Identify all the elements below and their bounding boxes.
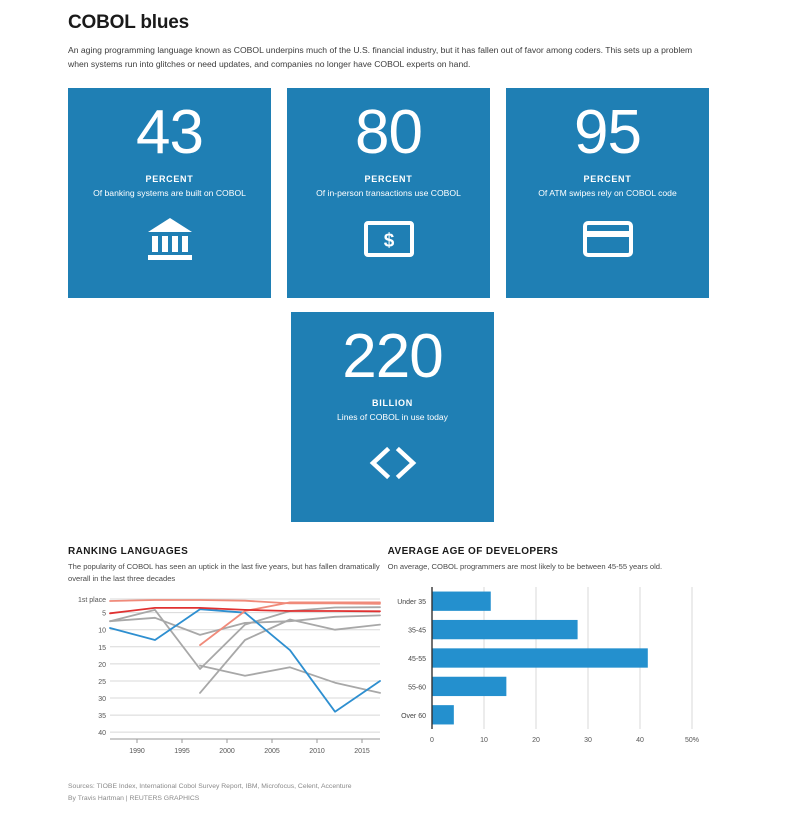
stat-value: 95: [574, 98, 642, 168]
bar: [431, 591, 491, 611]
line-series: [109, 606, 381, 670]
stat-unit: PERCENT: [145, 174, 194, 185]
y-axis-tick-label: 15: [98, 645, 106, 652]
footer-byline: By Travis Hartman | REUTERS GRAPHICS: [68, 795, 200, 803]
y-axis-tick-label: 20: [98, 662, 106, 669]
x-axis-tick-label: 2000: [219, 748, 235, 755]
bank-icon: [147, 216, 193, 262]
stat-unit: PERCENT: [583, 174, 632, 185]
stat-unit: BILLION: [372, 398, 413, 409]
svg-text:$: $: [383, 230, 394, 251]
stat-description: Of in-person transactions use COBOL: [316, 188, 461, 199]
bar-category-label: Over 60: [401, 713, 426, 720]
stat-card-transactions: 80 PERCENT Of in-person transactions use…: [287, 88, 490, 299]
stat-value: 80: [355, 98, 423, 168]
y-axis-tick-label: 25: [98, 679, 106, 686]
stat-description: Lines of COBOL in use today: [337, 412, 448, 423]
bar: [431, 676, 507, 697]
stat-cards-row-1: 43 PERCENT Of banking systems are built …: [68, 88, 717, 299]
x-axis-tick-label: 20: [532, 737, 540, 744]
bar: [431, 620, 578, 640]
x-axis-tick-label: 50%: [685, 737, 699, 744]
stat-card-atm: 95 PERCENT Of ATM swipes rely on COBOL c…: [506, 88, 709, 299]
y-axis-tick-label: 5: [102, 611, 106, 618]
bar-category-label: 55-60: [408, 685, 426, 692]
chart-subtitle: On average, COBOL programmers are most l…: [387, 562, 663, 572]
x-axis-tick-label: 2005: [264, 748, 280, 755]
x-axis-tick-label: 1990: [129, 748, 145, 755]
x-axis-tick-label: 10: [480, 737, 488, 744]
line-series: [109, 614, 381, 636]
y-axis-tick-label: 35: [98, 713, 106, 720]
stat-description: Of ATM swipes rely on COBOL code: [538, 188, 677, 199]
chart-ranking-languages: RANKING LANGUAGES The popularity of COBO…: [68, 546, 388, 761]
chart-subtitle: The popularity of COBOL has seen an upti…: [68, 562, 380, 584]
line-series: [199, 618, 381, 694]
page-title: COBOL blues: [68, 12, 189, 33]
bar-category-label: Under 35: [397, 599, 426, 606]
line-series: [109, 598, 381, 605]
bar-chart-canvas: 0 10 20 30 40 50% Under 35 35-45 45-55 55-60 Over …: [397, 587, 699, 744]
x-axis-tick-label: 2015: [354, 748, 370, 755]
stat-value: 43: [136, 98, 204, 168]
footer: Sources: TIOBE Index, International Cobo…: [68, 781, 352, 805]
credit-card-icon: [582, 216, 633, 262]
x-axis-tick-label: 40: [636, 737, 644, 744]
chart-title: RANKING LANGUAGES: [68, 546, 189, 558]
y-axis-tick-label: 30: [98, 696, 106, 703]
footer-sources: Sources: TIOBE Index, International Cobo…: [68, 783, 352, 791]
stat-card-lines-of-code: 220 BILLION Lines of COBOL in use today: [291, 312, 494, 523]
chart-average-age: AVERAGE AGE OF DEVELOPERS On average, CO…: [388, 546, 717, 761]
x-axis-tick-label: 30: [584, 737, 592, 744]
x-axis-tick-label: 2010: [309, 748, 325, 755]
y-axis-tick-label: 40: [98, 730, 106, 737]
chart-title: AVERAGE AGE OF DEVELOPERS: [387, 546, 559, 558]
bar: [431, 705, 454, 725]
line-series: [109, 608, 381, 713]
stat-description: Of banking systems are built on COBOL: [93, 188, 246, 199]
page-standfirst: An aging programming language known as C…: [68, 45, 693, 70]
y-axis-tick-label: 10: [98, 628, 106, 635]
bar-category-label: 45-55: [408, 656, 426, 663]
line-series: [199, 664, 381, 694]
y-axis-tick-label: 1st place: [78, 597, 106, 604]
charts-row: RANKING LANGUAGES The popularity of COBO…: [68, 546, 717, 761]
line-series: [199, 601, 381, 646]
bar: [431, 648, 648, 668]
line-chart-canvas: 1st place 5 10 15 20 25 30 35 40 1990 1995 2000 2005…: [78, 597, 381, 755]
stat-card-banking: 43 PERCENT Of banking systems are built …: [68, 88, 271, 299]
banknote-icon: $: [363, 216, 414, 262]
x-axis-tick-label: 1995: [174, 748, 190, 755]
line-series: [109, 606, 381, 615]
stat-cards-row-2: 220 BILLION Lines of COBOL in use today: [68, 312, 717, 523]
x-axis-tick-label: 0: [430, 737, 434, 744]
stat-value: 220: [342, 322, 443, 392]
bar-category-label: 35-45: [408, 628, 426, 635]
stat-unit: PERCENT: [364, 174, 413, 185]
code-brackets-icon: [367, 440, 419, 486]
